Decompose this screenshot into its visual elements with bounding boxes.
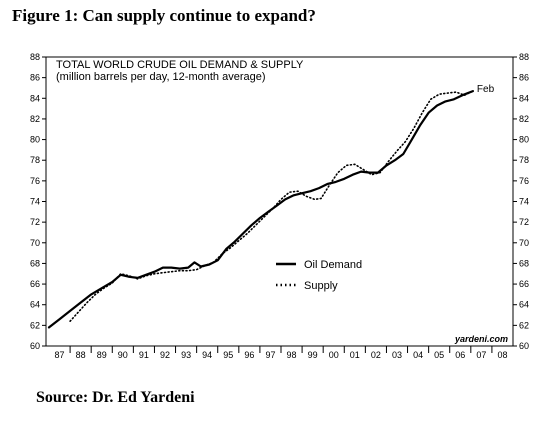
y-tick-label-right: 80 <box>519 135 529 145</box>
y-tick-label-left: 74 <box>30 197 40 207</box>
x-tick-label: 93 <box>181 350 191 360</box>
y-tick-label-right: 84 <box>519 93 529 103</box>
legend-label-demand: Oil Demand <box>304 259 362 271</box>
x-tick-label: 08 <box>497 350 507 360</box>
y-tick-label-left: 70 <box>30 238 40 248</box>
y-tick-label-right: 88 <box>519 52 529 62</box>
right-axis: 60 62 64 66 68 70 72 74 76 78 80 82 84 86 88 <box>513 52 529 351</box>
y-tick-label-left: 88 <box>30 52 40 62</box>
y-tick-label-right: 76 <box>519 176 529 186</box>
y-tick-label-right: 66 <box>519 279 529 289</box>
chart-subtitle: (million barrels per day, 12-month avera… <box>56 71 266 83</box>
series-layer <box>47 90 474 329</box>
y-tick-label-left: 84 <box>30 93 40 103</box>
y-tick-label-left: 76 <box>30 176 40 186</box>
legend: Oil Demand Supply <box>276 259 362 292</box>
watermark: yardeni.com <box>454 334 508 344</box>
x-tick-label: 07 <box>476 350 486 360</box>
y-tick-label-right: 62 <box>519 320 529 330</box>
x-tick-label: 05 <box>434 350 444 360</box>
y-tick-label-left: 66 <box>30 279 40 289</box>
y-tick-label-right: 68 <box>519 258 529 268</box>
y-tick-label-left: 62 <box>30 320 40 330</box>
left-axis: 60 62 64 66 68 70 72 74 76 78 80 82 84 86 88 <box>30 52 46 351</box>
x-tick-label: 87 <box>55 350 65 360</box>
x-tick-label: 97 <box>265 350 275 360</box>
series-line-oil-demand <box>47 90 474 329</box>
y-tick-label-right: 60 <box>519 341 529 351</box>
x-tick-label: 90 <box>118 350 128 360</box>
x-tick-label: 96 <box>244 350 254 360</box>
x-tick-label: 89 <box>97 350 107 360</box>
figure-title: Figure 1: Can supply continue to expand? <box>12 6 316 25</box>
y-tick-label-left: 68 <box>30 258 40 268</box>
x-tick-label: 02 <box>371 350 381 360</box>
end-label: Feb <box>477 84 495 95</box>
x-tick-label: 01 <box>350 350 360 360</box>
x-tick-label: 88 <box>76 350 86 360</box>
y-tick-label-left: 64 <box>30 300 40 310</box>
x-tick-label: 95 <box>223 350 233 360</box>
x-tick-label: 92 <box>160 350 170 360</box>
x-tick-label: 98 <box>287 350 297 360</box>
y-tick-label-right: 72 <box>519 217 529 227</box>
y-tick-label-left: 86 <box>30 73 40 83</box>
y-tick-label-left: 80 <box>30 135 40 145</box>
x-tick-label: 04 <box>413 350 423 360</box>
source-note: Source: Dr. Ed Yardeni <box>36 389 195 406</box>
y-tick-label-right: 86 <box>519 73 529 83</box>
x-tick-label: 06 <box>455 350 465 360</box>
x-tick-label: 94 <box>202 350 212 360</box>
x-tick-label: 91 <box>139 350 149 360</box>
x-axis: 87 88 89 90 91 92 93 94 95 96 97 98 99 00 01 02 03 04 05 06… <box>55 346 507 360</box>
y-tick-label-right: 82 <box>519 114 529 124</box>
legend-label-supply: Supply <box>304 280 338 292</box>
chart-title: TOTAL WORLD CRUDE OIL DEMAND & SUPPLY <box>56 59 304 71</box>
x-tick-label: 03 <box>392 350 402 360</box>
y-tick-label-right: 78 <box>519 155 529 165</box>
x-tick-label: 00 <box>329 350 339 360</box>
y-tick-label-left: 60 <box>30 341 40 351</box>
y-tick-label-right: 70 <box>519 238 529 248</box>
x-tick-label: 99 <box>308 350 318 360</box>
y-tick-label-right: 74 <box>519 197 529 207</box>
y-tick-label-right: 64 <box>519 300 529 310</box>
y-tick-label-left: 78 <box>30 155 40 165</box>
y-tick-label-left: 82 <box>30 114 40 124</box>
series-line-supply <box>69 90 474 322</box>
y-tick-label-left: 72 <box>30 217 40 227</box>
